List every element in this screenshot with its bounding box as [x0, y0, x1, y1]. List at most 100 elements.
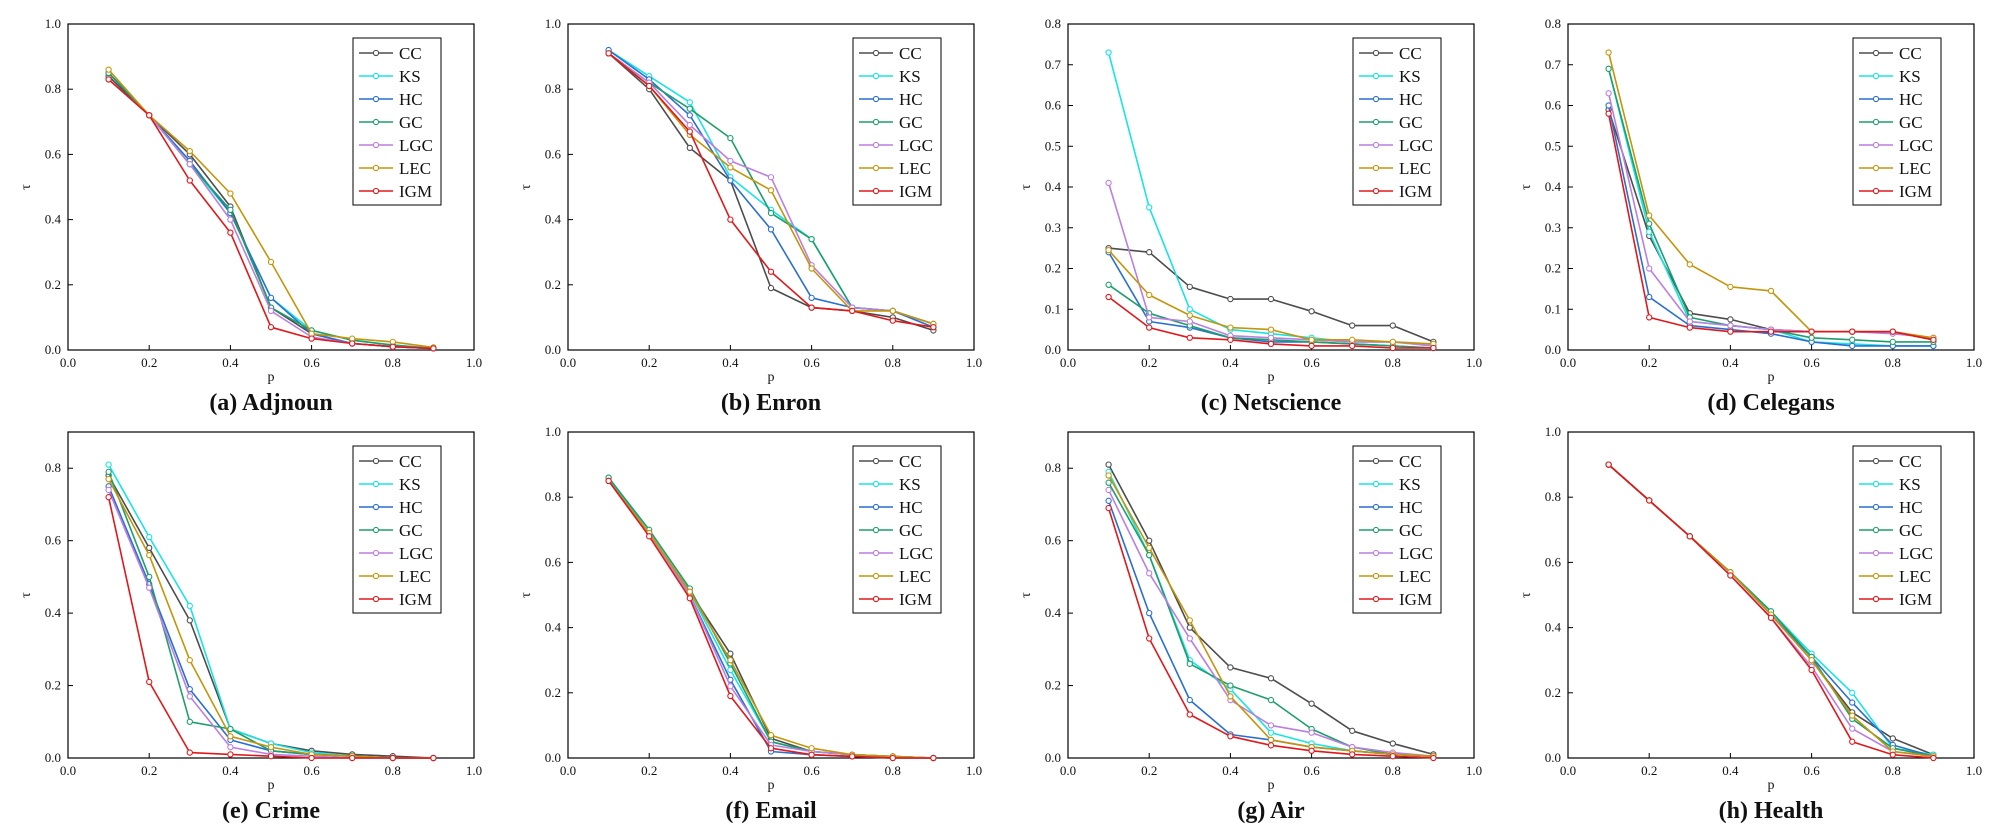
x-tick-label: 0.0 [560, 355, 576, 370]
legend-marker-gc [872, 118, 880, 126]
data-point-lgc [1186, 635, 1193, 642]
y-tick-label: 1.0 [545, 16, 561, 31]
legend-marker-lec [1372, 572, 1380, 580]
chart-panel-0: 0.0 0.2 0.4 0.6 0.8 1.0 0.0 0.2 0.4 0.6 0.8 1.0 p τ (a… [19, 16, 482, 416]
y-tick-label: 0.4 [1545, 179, 1562, 194]
y-tick-label: 0.2 [545, 277, 561, 292]
legend-label-igm: IGM [899, 590, 932, 609]
legend-marker-lec [872, 164, 880, 172]
y-tick-label: 0.0 [1045, 342, 1061, 357]
subplot-caption: (h) Health [1719, 798, 1824, 824]
x-tick-label: 0.8 [1885, 355, 1901, 370]
data-point-lec [727, 657, 734, 664]
data-point-lgc [1105, 179, 1112, 187]
y-tick-label: 0.0 [545, 750, 561, 765]
data-point-cc [767, 284, 775, 292]
legend-marker-lgc [872, 141, 880, 149]
legend-marker-ks [1872, 72, 1880, 80]
plot-frame [567, 431, 975, 759]
data-point-gc [1889, 338, 1896, 345]
legend-marker-gc [372, 526, 380, 534]
data-point-igm [889, 317, 896, 324]
y-tick-label: 0.4 [545, 212, 562, 227]
legend-label-cc: CC [1399, 44, 1422, 63]
x-tick-label: 0.6 [803, 763, 820, 778]
x-tick-label: 0.8 [385, 763, 401, 778]
data-point-igm [1389, 344, 1396, 352]
y-tick-label: 0.8 [545, 489, 561, 504]
y-axis-label: τ [1519, 184, 1534, 190]
legend-label-igm: IGM [1399, 182, 1432, 201]
data-point-hc [808, 294, 815, 301]
data-point-igm [1105, 293, 1112, 301]
x-tick-label: 0.0 [1060, 355, 1076, 370]
data-point-igm [1186, 711, 1193, 718]
legend-label-ks: KS [899, 475, 921, 494]
data-point-gc [727, 134, 734, 142]
subplot-caption: (c) Netscience [1201, 390, 1342, 416]
y-axis-label: τ [1019, 184, 1034, 190]
data-point-igm [186, 177, 193, 184]
legend-label-lgc: LGC [399, 544, 433, 563]
data-point-gc [1646, 220, 1653, 227]
legend-box [352, 445, 442, 614]
data-point-igm [227, 751, 234, 758]
x-tick-label: 0.8 [885, 355, 901, 370]
y-tick-label: 0.8 [545, 81, 561, 96]
x-tick-label: 0.2 [641, 763, 657, 778]
legend-label-lgc: LGC [899, 544, 933, 563]
x-tick-label: 0.0 [60, 763, 76, 778]
data-point-lec [1727, 283, 1734, 290]
data-point-igm [1267, 340, 1275, 348]
data-point-lec [727, 164, 734, 171]
legend-label-lgc: LGC [1899, 136, 1933, 155]
data-point-igm [267, 753, 275, 760]
data-point-cc [1308, 700, 1315, 707]
x-tick-label: 0.2 [1641, 355, 1657, 370]
legend-marker-ks [872, 480, 880, 488]
legend-marker-cc [872, 457, 880, 465]
data-point-hc [1186, 696, 1193, 704]
data-point-lec [227, 733, 234, 740]
data-point-igm [686, 128, 693, 135]
data-point-lgc [1267, 722, 1275, 729]
x-tick-label: 0.2 [1141, 355, 1157, 370]
y-tick-label: 0.6 [1545, 98, 1562, 113]
data-point-lec [105, 475, 112, 483]
data-point-igm [1605, 110, 1612, 117]
chart-panel-7: 0.0 0.2 0.4 0.6 0.8 1.0 0.0 0.2 0.4 0.6 0.8 1.0 p τ (h… [1519, 424, 1982, 824]
data-point-lgc [1686, 318, 1693, 325]
data-point-hc [267, 294, 275, 301]
legend-label-lec: LEC [399, 159, 431, 178]
data-point-cc [1349, 727, 1356, 734]
legend-marker-cc [372, 49, 380, 57]
legend-label-lgc: LGC [1399, 136, 1433, 155]
y-tick-label: 0.1 [1045, 301, 1061, 316]
x-tick-label: 0.6 [1803, 763, 1820, 778]
x-tick-label: 0.2 [641, 355, 657, 370]
y-axis-label: τ [519, 592, 534, 598]
data-point-igm [686, 595, 693, 602]
legend-marker-hc [372, 503, 380, 511]
data-point-igm [1808, 328, 1815, 335]
chart-panel-4: 0.0 0.2 0.4 0.6 0.8 1.0 0.0 0.2 0.4 0.6 0.8 p τ (e) C… [19, 431, 482, 824]
data-point-igm [605, 477, 612, 485]
legend-marker-igm [372, 187, 380, 195]
legend-marker-igm [1872, 595, 1880, 603]
y-tick-label: 1.0 [45, 16, 61, 31]
data-point-lec [1227, 693, 1234, 700]
data-point-lgc [1308, 729, 1315, 736]
legend-marker-hc [1372, 503, 1380, 511]
legend-label-lgc: LGC [399, 136, 433, 155]
legend-marker-gc [1872, 526, 1880, 534]
data-point-igm [349, 754, 356, 762]
plot-frame [567, 23, 975, 351]
legend-label-igm: IGM [899, 182, 932, 201]
data-point-lec [267, 258, 275, 266]
legend-marker-lgc [1872, 549, 1880, 557]
data-point-cc [1146, 249, 1153, 256]
y-tick-label: 0.0 [545, 342, 561, 357]
data-point-igm [727, 692, 734, 700]
data-point-cc [1889, 735, 1896, 742]
x-tick-label: 0.6 [303, 763, 320, 778]
